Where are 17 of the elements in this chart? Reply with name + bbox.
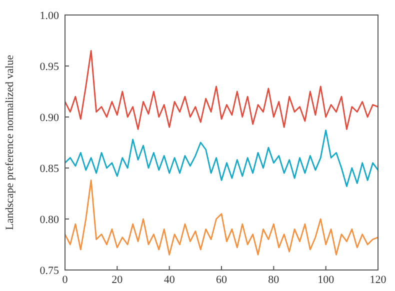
y-tick-label: 1.00 — [40, 10, 60, 22]
x-tick-label: 60 — [216, 274, 228, 286]
x-tick-label: 40 — [164, 274, 176, 286]
x-tick-label: 120 — [370, 274, 387, 286]
y-tick-label: 0.95 — [40, 60, 60, 73]
x-tick-label: 0 — [62, 274, 68, 286]
x-tick-label: 100 — [318, 274, 335, 286]
y-tick-label: 0.75 — [40, 264, 60, 277]
y-tick-label: 0.80 — [40, 214, 60, 226]
x-tick-label: 20 — [112, 274, 124, 286]
y-tick-label: 0.90 — [40, 112, 60, 124]
line-series — [64, 50, 379, 130]
y-tick-label: 0.85 — [40, 162, 60, 175]
line-series — [64, 130, 379, 188]
line-series — [64, 180, 379, 256]
x-tick-label: 80 — [268, 274, 280, 286]
y-axis-title: Landscape preference normalized value — [4, 54, 16, 230]
